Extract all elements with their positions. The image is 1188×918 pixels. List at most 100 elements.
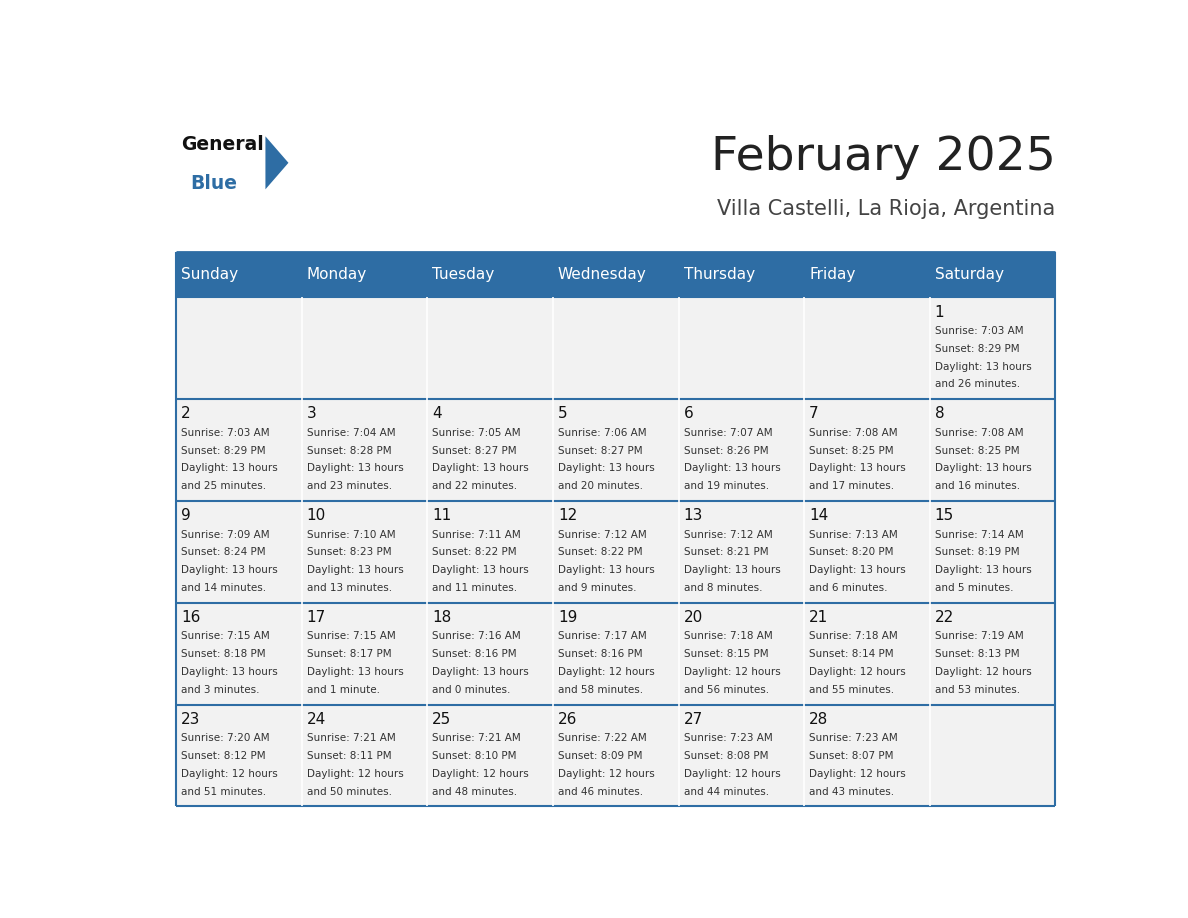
Text: 1: 1: [935, 305, 944, 319]
Text: Sunrise: 7:03 AM: Sunrise: 7:03 AM: [181, 428, 270, 438]
Text: Friday: Friday: [809, 267, 855, 282]
Text: Daylight: 13 hours: Daylight: 13 hours: [432, 565, 529, 576]
Text: 3: 3: [307, 407, 316, 421]
Text: and 25 minutes.: and 25 minutes.: [181, 481, 266, 491]
Text: Sunrise: 7:12 AM: Sunrise: 7:12 AM: [683, 530, 772, 540]
Text: Sunrise: 7:14 AM: Sunrise: 7:14 AM: [935, 530, 1024, 540]
Text: Sunrise: 7:07 AM: Sunrise: 7:07 AM: [683, 428, 772, 438]
Text: 2: 2: [181, 407, 191, 421]
Text: and 11 minutes.: and 11 minutes.: [432, 583, 518, 593]
Text: and 14 minutes.: and 14 minutes.: [181, 583, 266, 593]
Text: Sunset: 8:26 PM: Sunset: 8:26 PM: [683, 445, 769, 455]
Text: Sunrise: 7:20 AM: Sunrise: 7:20 AM: [181, 733, 270, 744]
Text: Daylight: 13 hours: Daylight: 13 hours: [935, 464, 1031, 474]
Text: Daylight: 13 hours: Daylight: 13 hours: [307, 464, 404, 474]
Text: Daylight: 13 hours: Daylight: 13 hours: [809, 464, 906, 474]
Text: Sunset: 8:21 PM: Sunset: 8:21 PM: [683, 547, 769, 557]
Text: and 48 minutes.: and 48 minutes.: [432, 787, 518, 797]
Polygon shape: [265, 136, 289, 189]
Text: Sunset: 8:12 PM: Sunset: 8:12 PM: [181, 751, 266, 761]
Text: Sunset: 8:18 PM: Sunset: 8:18 PM: [181, 649, 266, 659]
Text: Sunrise: 7:06 AM: Sunrise: 7:06 AM: [558, 428, 646, 438]
Bar: [176, 501, 1055, 603]
Text: and 44 minutes.: and 44 minutes.: [683, 787, 769, 797]
Text: Sunrise: 7:04 AM: Sunrise: 7:04 AM: [307, 428, 396, 438]
Text: Daylight: 12 hours: Daylight: 12 hours: [307, 768, 404, 778]
Text: Sunset: 8:07 PM: Sunset: 8:07 PM: [809, 751, 893, 761]
Bar: [176, 252, 1055, 297]
Text: February 2025: February 2025: [710, 135, 1055, 180]
Text: 7: 7: [809, 407, 819, 421]
Text: Sunrise: 7:23 AM: Sunrise: 7:23 AM: [809, 733, 898, 744]
Text: 12: 12: [558, 509, 577, 523]
Text: Sunset: 8:25 PM: Sunset: 8:25 PM: [809, 445, 893, 455]
Text: Sunset: 8:19 PM: Sunset: 8:19 PM: [935, 547, 1019, 557]
Text: Sunrise: 7:13 AM: Sunrise: 7:13 AM: [809, 530, 898, 540]
Text: 20: 20: [683, 610, 703, 625]
Text: Sunset: 8:16 PM: Sunset: 8:16 PM: [432, 649, 517, 659]
Text: Daylight: 13 hours: Daylight: 13 hours: [809, 565, 906, 576]
Text: Sunset: 8:08 PM: Sunset: 8:08 PM: [683, 751, 769, 761]
Text: Daylight: 13 hours: Daylight: 13 hours: [181, 565, 278, 576]
Text: and 56 minutes.: and 56 minutes.: [683, 685, 769, 695]
Text: Daylight: 12 hours: Daylight: 12 hours: [683, 768, 781, 778]
Text: and 23 minutes.: and 23 minutes.: [307, 481, 392, 491]
Text: Daylight: 13 hours: Daylight: 13 hours: [432, 464, 529, 474]
Text: Daylight: 12 hours: Daylight: 12 hours: [432, 768, 529, 778]
Text: Daylight: 12 hours: Daylight: 12 hours: [181, 768, 278, 778]
Text: 5: 5: [558, 407, 568, 421]
Text: Sunset: 8:09 PM: Sunset: 8:09 PM: [558, 751, 643, 761]
Text: Sunrise: 7:12 AM: Sunrise: 7:12 AM: [558, 530, 646, 540]
Text: 14: 14: [809, 509, 828, 523]
Text: Daylight: 13 hours: Daylight: 13 hours: [307, 667, 404, 677]
Text: 22: 22: [935, 610, 954, 625]
Text: Sunset: 8:23 PM: Sunset: 8:23 PM: [307, 547, 391, 557]
Bar: [176, 399, 1055, 501]
Text: 25: 25: [432, 711, 451, 727]
Bar: [176, 297, 1055, 399]
Text: Daylight: 13 hours: Daylight: 13 hours: [181, 464, 278, 474]
Text: Sunrise: 7:15 AM: Sunrise: 7:15 AM: [307, 632, 396, 642]
Text: Daylight: 13 hours: Daylight: 13 hours: [181, 667, 278, 677]
Text: 18: 18: [432, 610, 451, 625]
Text: 10: 10: [307, 509, 326, 523]
Text: Sunrise: 7:18 AM: Sunrise: 7:18 AM: [683, 632, 772, 642]
Text: and 16 minutes.: and 16 minutes.: [935, 481, 1020, 491]
Text: 6: 6: [683, 407, 694, 421]
Text: and 17 minutes.: and 17 minutes.: [809, 481, 895, 491]
Text: Monday: Monday: [307, 267, 367, 282]
Text: Sunrise: 7:19 AM: Sunrise: 7:19 AM: [935, 632, 1024, 642]
Text: Daylight: 13 hours: Daylight: 13 hours: [307, 565, 404, 576]
Text: Sunrise: 7:22 AM: Sunrise: 7:22 AM: [558, 733, 646, 744]
Text: Blue: Blue: [190, 174, 236, 193]
Text: Sunset: 8:14 PM: Sunset: 8:14 PM: [809, 649, 893, 659]
Text: Sunrise: 7:21 AM: Sunrise: 7:21 AM: [432, 733, 522, 744]
Text: Sunrise: 7:11 AM: Sunrise: 7:11 AM: [432, 530, 522, 540]
Text: Daylight: 12 hours: Daylight: 12 hours: [935, 667, 1031, 677]
Text: Daylight: 13 hours: Daylight: 13 hours: [935, 565, 1031, 576]
Text: and 5 minutes.: and 5 minutes.: [935, 583, 1013, 593]
Text: Sunrise: 7:17 AM: Sunrise: 7:17 AM: [558, 632, 646, 642]
Text: General: General: [181, 135, 264, 154]
Text: Villa Castelli, La Rioja, Argentina: Villa Castelli, La Rioja, Argentina: [718, 198, 1055, 218]
Text: 21: 21: [809, 610, 828, 625]
Text: and 0 minutes.: and 0 minutes.: [432, 685, 511, 695]
Text: Daylight: 13 hours: Daylight: 13 hours: [558, 464, 655, 474]
Text: Sunset: 8:22 PM: Sunset: 8:22 PM: [558, 547, 643, 557]
Text: Sunrise: 7:08 AM: Sunrise: 7:08 AM: [935, 428, 1023, 438]
Text: Sunrise: 7:03 AM: Sunrise: 7:03 AM: [935, 326, 1023, 336]
Text: 8: 8: [935, 407, 944, 421]
Text: 15: 15: [935, 509, 954, 523]
Text: and 20 minutes.: and 20 minutes.: [558, 481, 643, 491]
Text: and 1 minute.: and 1 minute.: [307, 685, 380, 695]
Text: Sunset: 8:28 PM: Sunset: 8:28 PM: [307, 445, 391, 455]
Text: and 46 minutes.: and 46 minutes.: [558, 787, 643, 797]
Text: Tuesday: Tuesday: [432, 267, 494, 282]
Text: and 58 minutes.: and 58 minutes.: [558, 685, 643, 695]
Text: 19: 19: [558, 610, 577, 625]
Text: 17: 17: [307, 610, 326, 625]
Text: 23: 23: [181, 711, 201, 727]
Text: Sunset: 8:10 PM: Sunset: 8:10 PM: [432, 751, 517, 761]
Text: Daylight: 12 hours: Daylight: 12 hours: [809, 667, 906, 677]
Text: 24: 24: [307, 711, 326, 727]
